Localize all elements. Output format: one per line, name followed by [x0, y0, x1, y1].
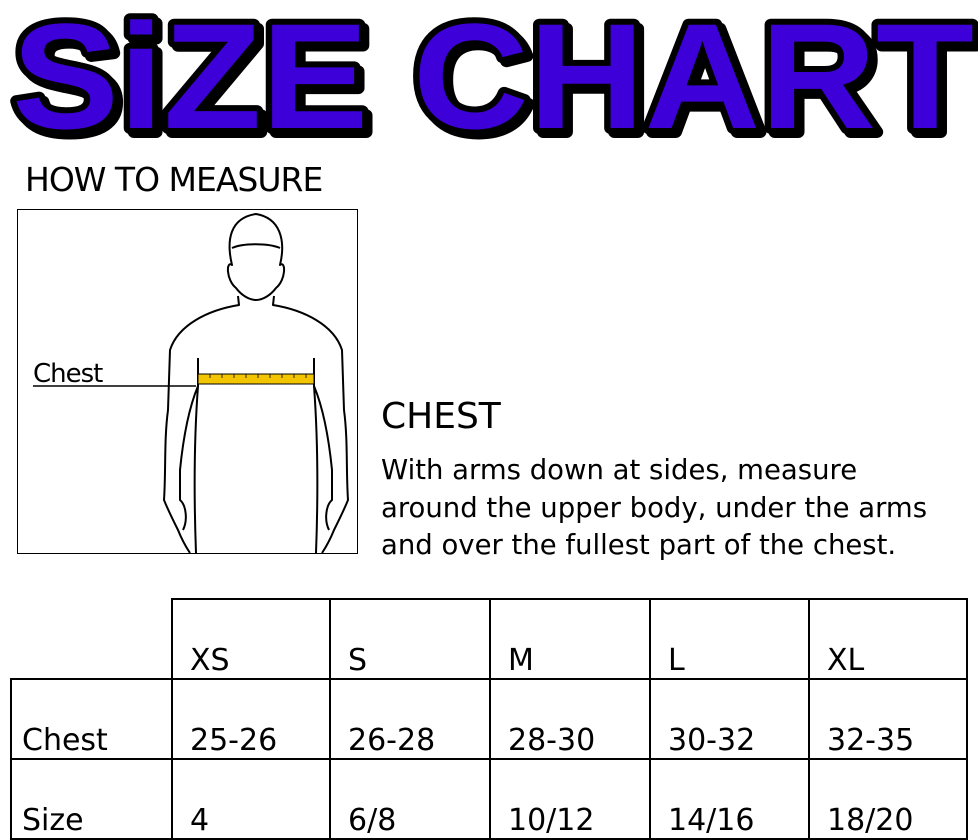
title-text: SiZE CHART — [12, 0, 974, 150]
header-cell-m: M — [489, 598, 651, 680]
header-cell-s: S — [329, 598, 491, 680]
table-cell: 14/16 — [649, 758, 810, 840]
row-label-size: Size — [10, 758, 173, 840]
body-outline-illustration: Chest — [33, 213, 349, 554]
header-cell-xl: XL — [808, 598, 968, 680]
table-cell: 30-32 — [649, 678, 810, 760]
table-cell: 32-35 — [808, 678, 968, 760]
measuring-tape — [197, 373, 315, 385]
chest-heading: CHEST — [381, 396, 501, 437]
table-cell: 10/12 — [489, 758, 651, 840]
chest-figure-label: Chest — [33, 359, 103, 389]
table-cell: 25-26 — [171, 678, 331, 760]
table-cell: 18/20 — [808, 758, 968, 840]
table-cell: 4 — [171, 758, 331, 840]
header-cell-l: L — [649, 598, 810, 680]
title-logo: SiZE CHART — [6, 0, 978, 150]
description-line: and over the fullest part of the chest. — [381, 529, 897, 561]
description-line: around the upper body, under the arms — [381, 491, 928, 524]
row-label-chest: Chest — [10, 678, 173, 760]
table-cell: 28-30 — [489, 678, 651, 760]
table-cell: 6/8 — [329, 758, 491, 840]
measurement-figure: Chest — [17, 209, 358, 554]
chest-description: With arms down at sides, measure around … — [381, 452, 978, 565]
header-cell-xs: XS — [171, 598, 331, 680]
how-to-measure-heading: HOW TO MEASURE — [25, 160, 323, 199]
table-cell: 26-28 — [329, 678, 491, 760]
description-line: With arms down at sides, measure — [381, 454, 858, 486]
